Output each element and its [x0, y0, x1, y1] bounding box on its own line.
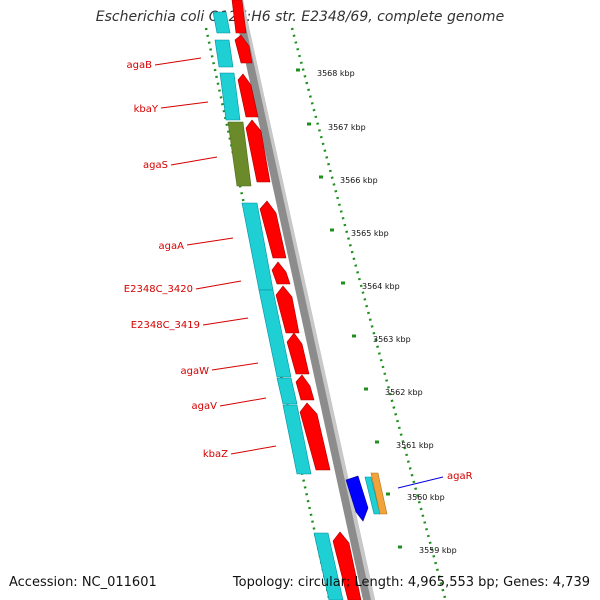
cds-arrow[interactable] [231, 0, 247, 34]
tick-label: 3567 kbp [328, 123, 366, 132]
gene-bar[interactable] [212, 11, 231, 34]
gene-bar[interactable] [219, 72, 241, 121]
gene-label[interactable]: agaV [192, 401, 218, 412]
cds-arrow[interactable] [275, 285, 300, 334]
cds-arrow[interactable] [295, 374, 315, 401]
reverse-cds-arrow[interactable] [345, 475, 369, 522]
tick-label: 3561 kbp [396, 441, 434, 450]
tick-label: 3564 kbp [362, 282, 400, 291]
gene-label[interactable]: agaR [447, 471, 473, 482]
label-leader-line [230, 445, 277, 455]
label-leader-line [202, 317, 249, 326]
gene-label[interactable]: agaW [181, 366, 210, 377]
cds-arrow[interactable] [245, 119, 271, 183]
cds-arrows-forward [231, 0, 362, 600]
gene-label[interactable]: E2348C_3420 [124, 284, 193, 295]
gene-bar[interactable] [276, 377, 298, 405]
gene-bars [212, 11, 344, 600]
gene-bar[interactable] [258, 289, 292, 378]
reverse-bar-orange[interactable] [370, 472, 388, 515]
label-leader-line [211, 362, 259, 371]
gene-bar[interactable] [313, 532, 344, 600]
cds-arrow[interactable] [237, 73, 259, 118]
tick-label: 3562 kbp [385, 388, 423, 397]
gene-label[interactable]: agaB [127, 60, 153, 71]
tick-label: 3565 kbp [351, 229, 389, 238]
outer-tick-scale [290, 27, 447, 599]
gene-label[interactable]: kbaZ [203, 449, 228, 460]
label-leader-line [154, 57, 202, 66]
backbone-highlight [240, 0, 375, 600]
tick-label: 3563 kbp [373, 335, 411, 344]
gene-label[interactable]: E2348C_3419 [131, 320, 200, 331]
gene-bar[interactable] [282, 404, 312, 475]
accession-text: Accession: NC_011601 [9, 575, 157, 590]
cds-arrow[interactable] [286, 332, 310, 375]
gene-label[interactable]: kbaY [134, 104, 159, 115]
cds-arrow[interactable] [271, 261, 291, 285]
label-leader-line [160, 101, 209, 109]
gene-bar[interactable] [214, 39, 234, 68]
tick-label: 3559 kbp [419, 546, 457, 555]
label-leader-line [186, 237, 234, 246]
gene-label[interactable]: agaA [159, 241, 185, 252]
label-leader-line [195, 280, 242, 290]
cds-arrow[interactable] [299, 402, 331, 471]
cds-arrow[interactable] [332, 531, 362, 600]
label-leader-line [397, 476, 444, 489]
label-leader-line [170, 156, 218, 166]
label-leader-line [219, 397, 267, 407]
genome-title: Escherichia coli O127:H6 str. E2348/69, … [95, 9, 505, 25]
cds-arrow[interactable] [234, 34, 253, 64]
tick-label: 3560 kbp [407, 493, 445, 502]
cds-arrow[interactable] [259, 200, 287, 259]
tick-label: 3568 kbp [317, 69, 355, 78]
tick-label: 3566 kbp [340, 176, 378, 185]
gene-bar-olive[interactable] [227, 121, 252, 187]
genome-summary-text: Topology: circular; Length: 4,965,553 bp… [232, 575, 590, 590]
gene-label[interactable]: agaS [143, 160, 168, 171]
